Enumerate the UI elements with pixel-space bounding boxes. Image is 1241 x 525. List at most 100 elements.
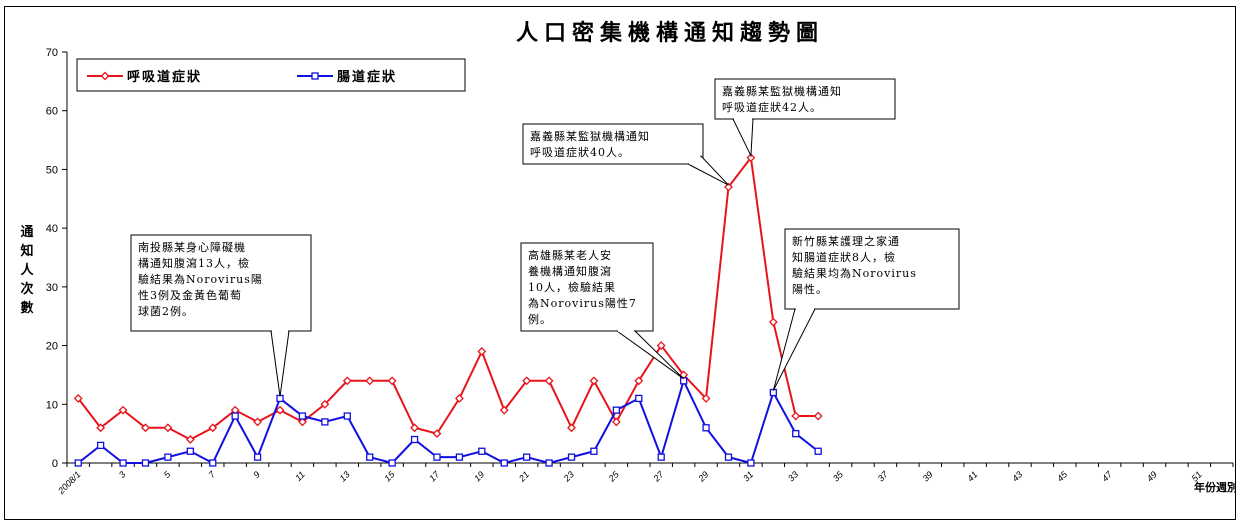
data-point [635,394,643,403]
legend: 呼吸道症狀 腸道症狀 [76,58,466,92]
data-point [656,341,666,350]
data-point [96,441,105,450]
data-point [298,412,307,420]
annotation-text: 呼吸道症狀42人。 [722,100,822,114]
data-point [545,459,553,467]
data-point [321,418,329,426]
x-axis-label: 年份週別 [1194,480,1235,494]
data-point [724,453,733,461]
annotation-text: 驗結果為Norovirus陽 [138,272,263,286]
data-point [163,423,173,433]
legend-marker [311,72,319,80]
x-tick-label: 41 [965,469,979,483]
annotation-text: 10人，檢驗結果 [528,280,616,294]
x-tick-label: 9 [251,469,262,480]
y-axis-label-char: 知 [20,243,33,259]
data-point [499,405,509,415]
x-tick-label: 49 [1145,469,1159,483]
annotation-text: 構通知腹瀉13人，檢 [138,256,250,270]
data-point [500,459,508,467]
x-tick-label: 47 [1100,469,1115,484]
y-axis-label-char: 通 [20,224,33,240]
annotation-text: 為Norovirus陽性7 [528,296,637,310]
series-layer [73,153,823,467]
annotation-pointer [732,118,754,158]
x-tick-label: 15 [382,469,397,484]
x-tick-label: 2008/1 [55,469,82,496]
annotation-pointer [270,330,290,397]
data-point [813,411,823,421]
annotation-text: 高雄縣某老人安 [528,248,612,262]
legend-marker [100,71,110,81]
x-tick-label: 35 [831,469,846,484]
annotation-text: 性3例及金黃色葡萄 [138,288,242,302]
annotation-box [522,123,704,165]
chart-frame: 人口密集機構通知趨勢圖 通知人次數 年份週別 0 10 20 30 40 50 60 70 20… [4,6,1236,520]
annotation-text: 新竹縣某護理之家通 [792,234,900,248]
x-tick-label: 19 [472,469,486,483]
data-point [185,435,195,444]
data-point [141,459,150,467]
x-tick-label: 43 [1010,469,1024,483]
data-point [298,417,307,427]
data-point [366,453,374,461]
data-point [792,429,800,438]
y-tick-label: 40 [46,223,58,235]
data-point [141,423,150,433]
annotation-text: 嘉義縣某監獄機構通知 [722,84,842,98]
data-point [634,376,644,386]
data-point [208,423,218,433]
data-point [768,317,778,327]
annotation-box [784,228,960,310]
data-point [523,453,531,461]
data-point [388,459,396,467]
annotation-text: 嘉義縣某監獄機構通知 [530,129,650,143]
series-line-1 [77,155,819,441]
y-tick-label: 20 [46,341,58,353]
data-point [522,376,532,386]
data-point [410,435,419,444]
data-point [590,447,598,455]
data-point [679,377,688,385]
annotation-pointer-joint [688,155,701,165]
data-point [118,405,128,415]
x-tick-label: 31 [741,469,755,483]
y-tick-label: 0 [52,458,58,470]
data-point [275,405,285,415]
data-point [454,393,464,403]
data-point [253,453,262,461]
data-point [231,412,239,420]
data-point [387,376,397,386]
data-point [410,423,419,433]
data-point [96,423,106,433]
annotation-callout: 南投縣某身心障礙機構通知腹瀉13人，檢驗結果為Norovirus陽性3例及金黃色… [130,234,312,397]
x-tick-label: 27 [651,469,667,485]
data-point [701,393,711,403]
data-point [164,453,172,461]
data-point [343,412,351,420]
x-tick-label: 45 [1055,469,1070,484]
x-tick-label: 5 [162,469,173,480]
x-tick-label: 11 [293,469,307,483]
x-tick-label: 17 [427,469,442,484]
data-point [365,376,375,386]
annotations: 南投縣某身心障礙機構通知腹瀉13人，檢驗結果為Norovirus陽性3例及金黃色… [130,78,960,397]
data-point [612,406,621,414]
legend-label: 呼吸道症狀 [127,69,202,85]
y-tick-label: 60 [46,106,58,118]
legend-label: 腸道症狀 [337,69,397,85]
data-point [791,411,801,421]
data-point [73,393,83,403]
y-tick-label: 30 [46,282,58,294]
annotation-text: 南投縣某身心障礙機 [138,240,246,254]
data-point [814,447,822,455]
annotation-box [714,78,896,120]
y-tick-label: 50 [46,164,58,176]
data-point [611,417,621,427]
annotation-text: 陽性。 [792,282,828,296]
x-tick-label: 25 [606,469,622,485]
data-point [567,453,576,461]
y-axis-label-char: 次 [20,281,33,297]
